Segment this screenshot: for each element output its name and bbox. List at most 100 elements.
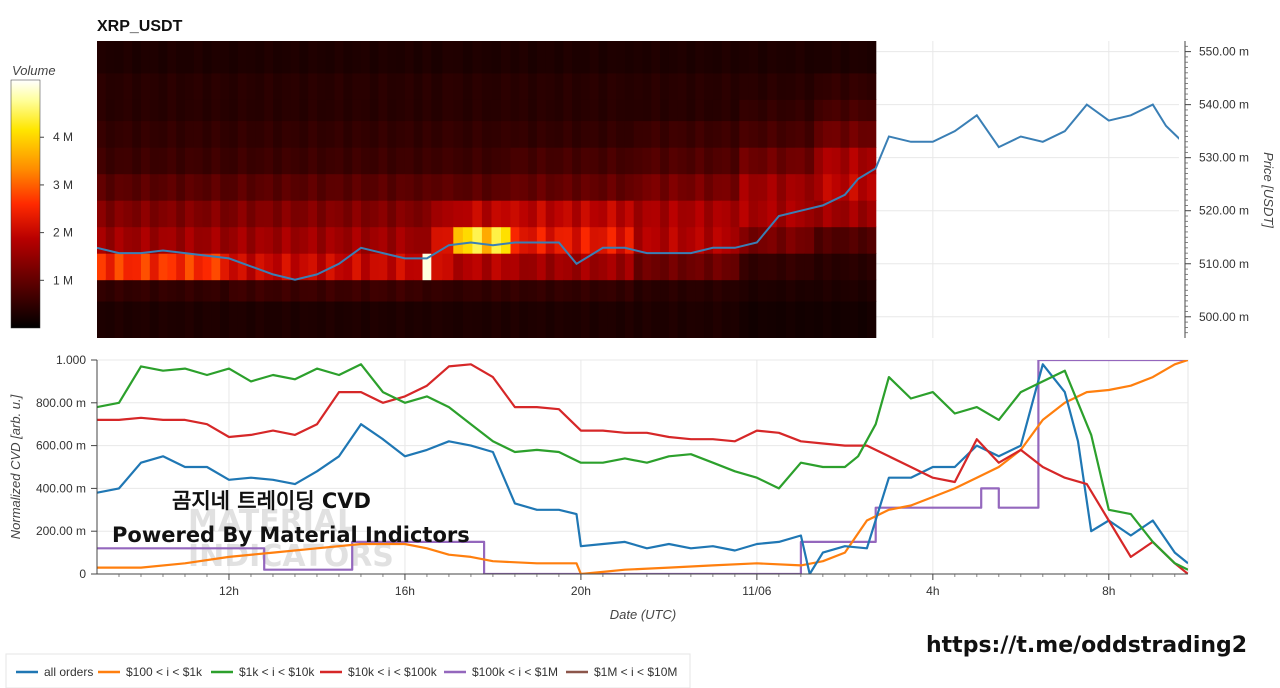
heatmap-cell (481, 173, 492, 201)
heatmap-cell (589, 300, 600, 338)
heatmap-cell (624, 41, 635, 74)
heatmap-cell (563, 300, 573, 338)
heatmap-cell (378, 72, 388, 100)
heatmap-cell (453, 147, 464, 175)
heatmap-cell (545, 41, 556, 74)
heatmap-cell (413, 226, 424, 254)
heatmap-cell (229, 147, 239, 175)
heatmap-cell (229, 99, 239, 122)
price-tick-label: 510.00 m (1199, 257, 1249, 271)
heatmap-cell (462, 41, 473, 74)
heatmap-cell (858, 41, 868, 74)
heatmap-cell (442, 200, 454, 228)
heatmap-cell (462, 99, 473, 122)
heatmap-cell (352, 72, 362, 100)
heatmap-cell (105, 41, 116, 74)
heatmap-cell (739, 300, 750, 338)
heatmap-cell (462, 300, 473, 338)
heatmap-cell (361, 173, 371, 201)
heatmap-cell (211, 120, 221, 148)
heatmap-cell (237, 173, 248, 201)
heatmap-cell (519, 226, 529, 254)
heatmap-cell (462, 253, 473, 281)
heatmap-cell (795, 147, 806, 175)
heatmap-cell (255, 147, 265, 175)
heatmap-cell (598, 72, 608, 100)
heatmap-cell (491, 279, 502, 302)
heatmap-cell (255, 41, 265, 74)
heatmap-cell (202, 72, 212, 100)
heatmap-cell (317, 300, 327, 338)
heatmap-cell (387, 279, 397, 302)
heatmap-cell (686, 253, 696, 281)
heatmap-cell (668, 253, 679, 281)
heatmap-cell (677, 253, 688, 281)
legend-item[interactable]: $1k < i < $10k (211, 665, 315, 679)
heatmap-cell (431, 99, 443, 122)
heatmap-cell (572, 226, 582, 254)
heatmap-cell (501, 72, 512, 100)
heatmap-cell (481, 226, 492, 254)
chart-title: XRP_USDT (97, 18, 183, 35)
heatmap-cell (123, 173, 133, 201)
heatmap-cell (616, 300, 626, 338)
heatmap-cell (695, 253, 705, 281)
heatmap-cell (616, 200, 626, 228)
heatmap-cell (858, 173, 868, 201)
heatmap-cell (442, 99, 454, 122)
heatmap-cell (510, 120, 520, 148)
heatmap-cell (795, 120, 806, 148)
heatmap-cell (413, 200, 424, 228)
heatmap-cell (325, 72, 336, 100)
heatmap-cell (422, 253, 432, 281)
heatmap-cell (840, 173, 850, 201)
heatmap-cell (866, 99, 877, 122)
heatmap-cell (642, 147, 652, 175)
heatmap-cell (114, 147, 124, 175)
heatmap-cell (814, 173, 824, 201)
heatmap-cell (589, 120, 600, 148)
heatmap-cell (695, 72, 705, 100)
heatmap-cell (211, 41, 221, 74)
legend-item[interactable]: $10k < i < $100k (320, 665, 438, 679)
heatmap-cell (840, 147, 850, 175)
heatmap-cell (572, 200, 582, 228)
heatmap-cell (866, 226, 877, 254)
heatmap-cell (123, 226, 133, 254)
heatmap-cell (273, 41, 283, 74)
heatmap-cell (396, 279, 406, 302)
heatmap-cell (739, 173, 750, 201)
heatmap-cell (536, 147, 547, 175)
telegram-link[interactable]: https://t.me/oddstrading2 (926, 633, 1247, 658)
heatmap-cell (387, 300, 397, 338)
heatmap-cell (343, 120, 353, 148)
heatmap-cell (633, 226, 644, 254)
heatmap-cell (387, 200, 397, 228)
heatmap-cell (105, 99, 116, 122)
heatmap-cell (431, 173, 443, 201)
heatmap-cell (396, 147, 406, 175)
heatmap-cell (211, 226, 221, 254)
heatmap-cell (528, 253, 538, 281)
heatmap-cell (273, 173, 283, 201)
heatmap-cell (633, 300, 644, 338)
legend: all orders $100 < i < $1k $1k < i < $10k $1… (5, 653, 691, 688)
heatmap-cell (786, 279, 796, 302)
heatmap-cell (132, 41, 142, 74)
heatmap-cell (378, 173, 388, 201)
cvd-series-line (97, 360, 1188, 574)
legend-item[interactable]: $1M < i < $10M (566, 665, 677, 679)
heatmap-cell (176, 120, 186, 148)
legend-item[interactable]: all orders (16, 665, 93, 679)
heatmap-cell (563, 226, 573, 254)
heatmap-cell (229, 72, 239, 100)
heatmap-cell (589, 99, 600, 122)
heatmap-cell (361, 120, 371, 148)
legend-item[interactable]: $100k < i < $1M (444, 665, 558, 679)
heatmap-cell (491, 226, 502, 254)
cvd-series-line (97, 360, 1188, 574)
heatmap-cell (519, 279, 529, 302)
heatmap-cell (580, 253, 591, 281)
legend-item[interactable]: $100 < i < $1k (98, 665, 203, 679)
heatmap-cell (422, 99, 432, 122)
